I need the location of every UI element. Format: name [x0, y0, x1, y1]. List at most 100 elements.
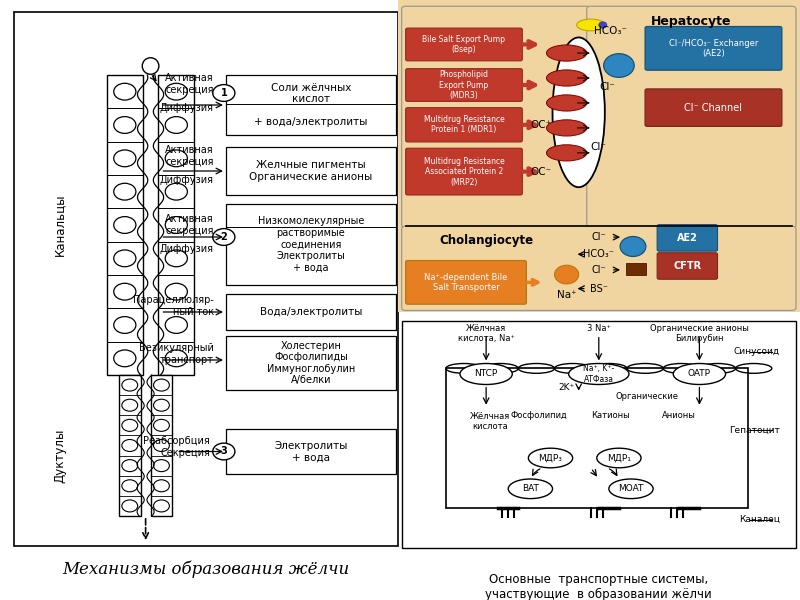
Ellipse shape: [609, 479, 653, 499]
Text: OC⁺: OC⁺: [530, 120, 551, 130]
Text: Cl⁻: Cl⁻: [591, 142, 606, 152]
Bar: [150, 375, 172, 516]
Bar: [226, 204, 396, 285]
FancyBboxPatch shape: [626, 263, 646, 275]
Ellipse shape: [546, 120, 586, 136]
Text: МДР₃: МДР₃: [538, 454, 562, 463]
Text: Фосфолипид: Фосфолипид: [510, 412, 567, 421]
FancyBboxPatch shape: [394, 0, 800, 315]
Text: Парацеллюляр-
ный ток: Парацеллюляр- ный ток: [133, 295, 214, 317]
Ellipse shape: [546, 145, 586, 161]
Text: AE2: AE2: [677, 233, 698, 243]
Text: Bile Salt Export Pump
(Bsep): Bile Salt Export Pump (Bsep): [422, 35, 506, 54]
Circle shape: [213, 443, 235, 460]
Text: Активная
секреция: Активная секреция: [166, 214, 214, 236]
Text: Na⁺: Na⁺: [557, 290, 577, 300]
Text: Анионы: Анионы: [662, 412, 696, 421]
Ellipse shape: [569, 364, 629, 385]
Bar: [226, 294, 396, 330]
Circle shape: [554, 265, 578, 284]
Circle shape: [604, 53, 634, 77]
Text: Органические: Органические: [615, 392, 678, 401]
Ellipse shape: [674, 364, 726, 385]
FancyBboxPatch shape: [406, 107, 522, 142]
Ellipse shape: [546, 70, 586, 86]
Text: HCO₃⁻: HCO₃⁻: [583, 249, 614, 259]
Text: NTCP: NTCP: [474, 370, 498, 379]
Text: Каналец: Каналец: [739, 515, 780, 524]
FancyBboxPatch shape: [406, 28, 522, 61]
Circle shape: [620, 236, 646, 256]
Text: 1: 1: [221, 88, 227, 98]
Text: Phospholipid
Export Pump
(MDR3): Phospholipid Export Pump (MDR3): [439, 70, 489, 100]
Bar: [119, 375, 141, 516]
FancyBboxPatch shape: [402, 226, 796, 310]
Ellipse shape: [508, 479, 553, 499]
Text: Диффузия: Диффузия: [160, 103, 214, 113]
Text: Механизмы образования жёлчи: Механизмы образования жёлчи: [62, 561, 350, 578]
Ellipse shape: [546, 95, 586, 111]
Text: 3 Na⁺: 3 Na⁺: [587, 323, 611, 332]
FancyBboxPatch shape: [402, 6, 590, 228]
Bar: [14, 12, 398, 546]
Text: Катионы: Катионы: [591, 412, 630, 421]
FancyBboxPatch shape: [645, 89, 782, 127]
Text: Синусоид: Синусоид: [734, 347, 780, 356]
Text: Cholangiocyte: Cholangiocyte: [439, 234, 533, 247]
Text: Вода/электролиты: Вода/электролиты: [260, 307, 362, 317]
Text: Жёлчная
кислота, Na⁺: Жёлчная кислота, Na⁺: [458, 323, 514, 343]
Ellipse shape: [597, 448, 641, 468]
Text: OATP: OATP: [688, 370, 711, 379]
Ellipse shape: [460, 364, 512, 385]
Text: Канальцы: Канальцы: [53, 194, 66, 256]
Text: Cl⁻/HCO₃⁻ Exchanger
(AE2): Cl⁻/HCO₃⁻ Exchanger (AE2): [669, 38, 758, 58]
FancyBboxPatch shape: [657, 224, 718, 251]
FancyBboxPatch shape: [657, 253, 718, 279]
Text: Multidrug Resistance
Protein 1 (MDR1): Multidrug Resistance Protein 1 (MDR1): [424, 115, 504, 134]
Text: Везикулярный
транспорт: Везикулярный транспорт: [139, 343, 214, 365]
Circle shape: [213, 85, 235, 101]
Bar: [158, 75, 194, 375]
Text: Органические анионы
Билирубин: Органические анионы Билирубин: [650, 323, 749, 343]
FancyBboxPatch shape: [406, 260, 526, 304]
Text: BS⁻: BS⁻: [590, 284, 608, 293]
Circle shape: [213, 229, 235, 245]
Text: Диффузия: Диффузия: [160, 244, 214, 254]
Text: Холестерин
Фосфолипиды
Иммуноглобулин
А/белки: Холестерин Фосфолипиды Иммуноглобулин А/…: [267, 341, 355, 385]
Bar: [226, 336, 396, 390]
Text: Активная
секреция: Активная секреция: [166, 145, 214, 167]
Text: BAT: BAT: [522, 484, 539, 493]
Text: Cl⁻ Channel: Cl⁻ Channel: [685, 103, 742, 113]
Circle shape: [598, 22, 607, 28]
Text: MOAT: MOAT: [618, 484, 644, 493]
Text: 2K⁺: 2K⁺: [558, 383, 574, 392]
Bar: [446, 368, 748, 508]
Ellipse shape: [142, 58, 159, 74]
FancyBboxPatch shape: [406, 148, 522, 195]
Text: Дуктулы: Дуктулы: [53, 429, 66, 483]
Text: Жёлчная
кислота: Жёлчная кислота: [470, 412, 510, 431]
Bar: [226, 147, 396, 195]
Text: HCO₃⁻: HCO₃⁻: [594, 26, 627, 36]
Text: CFTR: CFTR: [674, 261, 702, 271]
Text: МДР₁: МДР₁: [607, 454, 631, 463]
Text: Hepatocyte: Hepatocyte: [651, 16, 732, 28]
Text: Активная
секреция: Активная секреция: [166, 73, 214, 95]
Text: Электролиты
+ вода: Электролиты + вода: [274, 440, 348, 462]
FancyBboxPatch shape: [645, 26, 782, 70]
Text: Диффузия: Диффузия: [160, 175, 214, 185]
Text: Cl⁻: Cl⁻: [599, 82, 614, 92]
Text: 2: 2: [221, 232, 227, 242]
Ellipse shape: [546, 45, 586, 61]
Ellipse shape: [577, 19, 605, 31]
Text: Желчные пигменты
Органические анионы: Желчные пигменты Органические анионы: [250, 160, 373, 182]
Text: Гепатоцит: Гепатоцит: [729, 425, 780, 434]
Ellipse shape: [553, 37, 605, 187]
Bar: [107, 75, 142, 375]
Text: Cl⁻: Cl⁻: [591, 265, 606, 275]
Bar: [226, 75, 396, 135]
FancyBboxPatch shape: [406, 68, 522, 101]
Text: Multidrug Resistance
Associated Protein 2
(MRP2): Multidrug Resistance Associated Protein …: [424, 157, 504, 187]
Text: Реабсорбция
Секреция: Реабсорбция Секреция: [143, 436, 210, 458]
Text: OC⁻: OC⁻: [530, 167, 551, 176]
